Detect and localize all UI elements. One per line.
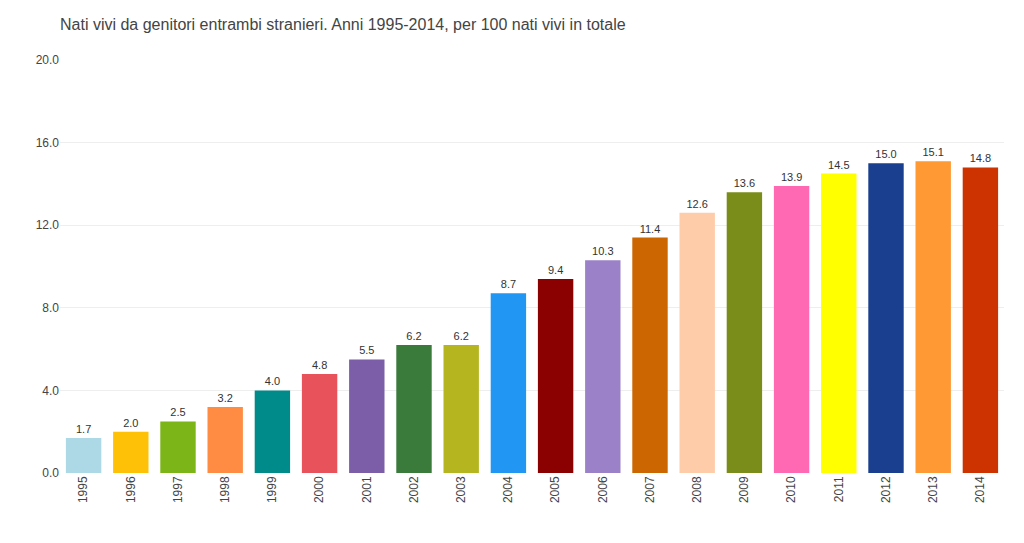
svg-text:8.0: 8.0 [42, 301, 59, 315]
svg-text:9.4: 9.4 [548, 264, 563, 276]
svg-text:16.0: 16.0 [36, 136, 60, 150]
svg-text:12.0: 12.0 [36, 218, 60, 232]
svg-text:1997: 1997 [171, 476, 185, 503]
svg-text:2013: 2013 [926, 476, 940, 503]
svg-text:2.5: 2.5 [170, 406, 185, 418]
svg-text:2003: 2003 [454, 476, 468, 503]
svg-text:4.0: 4.0 [265, 375, 280, 387]
svg-text:2008: 2008 [690, 476, 704, 503]
svg-text:6.2: 6.2 [454, 330, 469, 342]
svg-text:8.7: 8.7 [501, 278, 516, 290]
svg-text:10.3: 10.3 [592, 245, 613, 257]
svg-text:14.5: 14.5 [828, 159, 849, 171]
svg-text:Nati vivi da genitori entrambi: Nati vivi da genitori entrambi stranieri… [60, 16, 626, 33]
svg-text:0.0: 0.0 [42, 466, 59, 480]
svg-text:13.9: 13.9 [781, 171, 802, 183]
svg-text:2004: 2004 [501, 476, 515, 503]
svg-text:2007: 2007 [643, 476, 657, 503]
svg-text:20.0: 20.0 [36, 53, 60, 67]
svg-text:1998: 1998 [218, 476, 232, 503]
svg-text:6.2: 6.2 [406, 330, 421, 342]
svg-text:2002: 2002 [407, 476, 421, 503]
svg-text:14.8: 14.8 [970, 152, 991, 164]
svg-text:4.0: 4.0 [42, 384, 59, 398]
svg-text:4.8: 4.8 [312, 359, 327, 371]
svg-text:15.0: 15.0 [875, 148, 896, 160]
svg-text:12.6: 12.6 [686, 198, 707, 210]
svg-text:2009: 2009 [737, 476, 751, 503]
svg-text:1.7: 1.7 [76, 423, 91, 435]
svg-text:2005: 2005 [549, 476, 563, 503]
svg-text:2014: 2014 [973, 476, 987, 503]
svg-text:2012: 2012 [879, 476, 893, 503]
svg-text:1995: 1995 [77, 476, 91, 503]
svg-text:15.1: 15.1 [922, 146, 943, 158]
svg-text:11.4: 11.4 [640, 223, 661, 235]
svg-text:2011: 2011 [832, 476, 846, 502]
svg-text:5.5: 5.5 [359, 344, 374, 356]
svg-text:2006: 2006 [596, 476, 610, 503]
svg-text:1996: 1996 [124, 476, 138, 503]
svg-text:3.2: 3.2 [218, 392, 233, 404]
svg-text:2000: 2000 [313, 476, 327, 503]
svg-text:13.6: 13.6 [734, 177, 755, 189]
svg-text:1999: 1999 [265, 476, 279, 503]
svg-text:2.0: 2.0 [123, 417, 138, 429]
svg-text:2010: 2010 [785, 476, 799, 503]
svg-text:2001: 2001 [360, 476, 374, 503]
